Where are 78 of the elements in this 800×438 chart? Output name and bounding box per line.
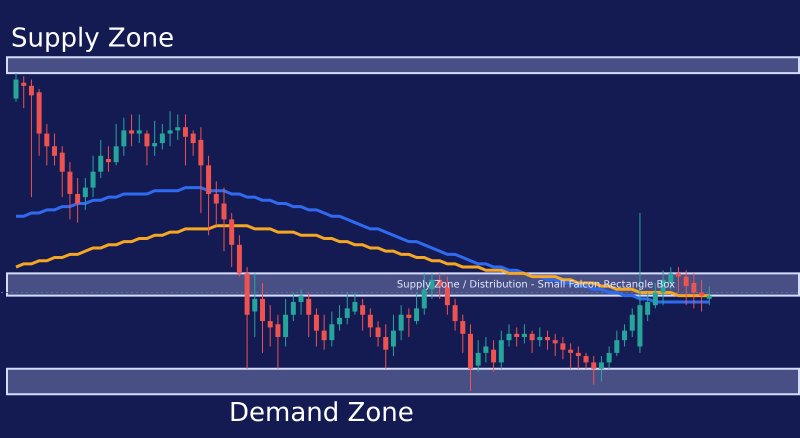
band-label: Demand Zone xyxy=(229,398,414,428)
candlestick xyxy=(691,272,696,309)
candlestick xyxy=(383,324,388,370)
candlestick xyxy=(483,336,488,363)
candlestick xyxy=(452,298,458,332)
candlestick xyxy=(322,314,327,350)
candlestick xyxy=(630,308,635,338)
candlestick xyxy=(598,356,604,382)
candlestick xyxy=(114,124,119,166)
candlestick xyxy=(306,292,312,338)
candlestick xyxy=(498,330,504,370)
candlestick xyxy=(182,114,188,166)
candlestick xyxy=(706,286,712,306)
candlestick xyxy=(314,308,319,348)
candlestick xyxy=(344,292,350,325)
candlestick xyxy=(28,79,34,198)
candlestick xyxy=(268,304,273,348)
candlestick xyxy=(129,114,134,147)
candlestick xyxy=(591,356,596,386)
candlestick xyxy=(476,340,481,372)
candlestick xyxy=(614,330,620,357)
candlestick xyxy=(390,314,396,357)
candlestick xyxy=(676,266,681,293)
candlestick xyxy=(106,146,111,172)
candlestick xyxy=(160,124,165,150)
candlestick xyxy=(221,187,226,252)
candlestick xyxy=(298,288,304,316)
candlestick xyxy=(560,336,566,360)
candlestick xyxy=(121,117,126,156)
candlestick xyxy=(283,298,288,348)
candlestick xyxy=(329,311,334,348)
candlestick xyxy=(414,292,420,325)
candlestick xyxy=(82,178,88,210)
candlestick xyxy=(376,320,381,348)
candlestick xyxy=(460,314,466,354)
candlestick xyxy=(21,76,26,109)
candlestick xyxy=(168,110,173,147)
candlestick xyxy=(552,333,558,357)
candlestick xyxy=(144,130,150,166)
candlestick xyxy=(537,326,542,348)
candlestick xyxy=(530,330,535,354)
candlestick xyxy=(90,155,96,198)
candlestick xyxy=(491,340,496,372)
candlestick xyxy=(606,346,612,370)
candlestick xyxy=(398,304,404,341)
candlestick xyxy=(568,342,574,370)
candlestick xyxy=(360,298,366,332)
candlestick xyxy=(506,324,512,348)
candlestick xyxy=(337,304,342,332)
candlestick xyxy=(699,279,704,312)
candlestick xyxy=(67,162,72,220)
band-label: Supply Zone xyxy=(11,23,174,54)
candlestick xyxy=(368,308,373,338)
candlestick xyxy=(252,272,258,338)
candlestick xyxy=(622,324,628,348)
candlestick xyxy=(406,308,412,338)
candlestick xyxy=(290,292,296,322)
candlestick xyxy=(545,330,550,350)
candlestick xyxy=(190,130,196,156)
candlestick xyxy=(576,346,581,370)
candlestick xyxy=(60,146,65,198)
candlestick xyxy=(260,282,266,354)
candlestick xyxy=(14,72,19,102)
candlestick xyxy=(136,114,142,144)
candlestick xyxy=(152,120,158,156)
candlestick xyxy=(645,292,650,322)
candlestick xyxy=(214,180,219,226)
candlestick xyxy=(275,314,280,370)
candlestick xyxy=(522,324,527,344)
candlestick xyxy=(684,270,689,306)
candlestick xyxy=(98,139,104,179)
candlestick xyxy=(44,124,50,166)
candlestick xyxy=(52,133,58,166)
candlestick xyxy=(352,292,358,316)
candlestick xyxy=(175,114,180,140)
candlestick xyxy=(514,326,520,348)
candlestick xyxy=(75,178,80,224)
candlestick xyxy=(584,352,589,370)
